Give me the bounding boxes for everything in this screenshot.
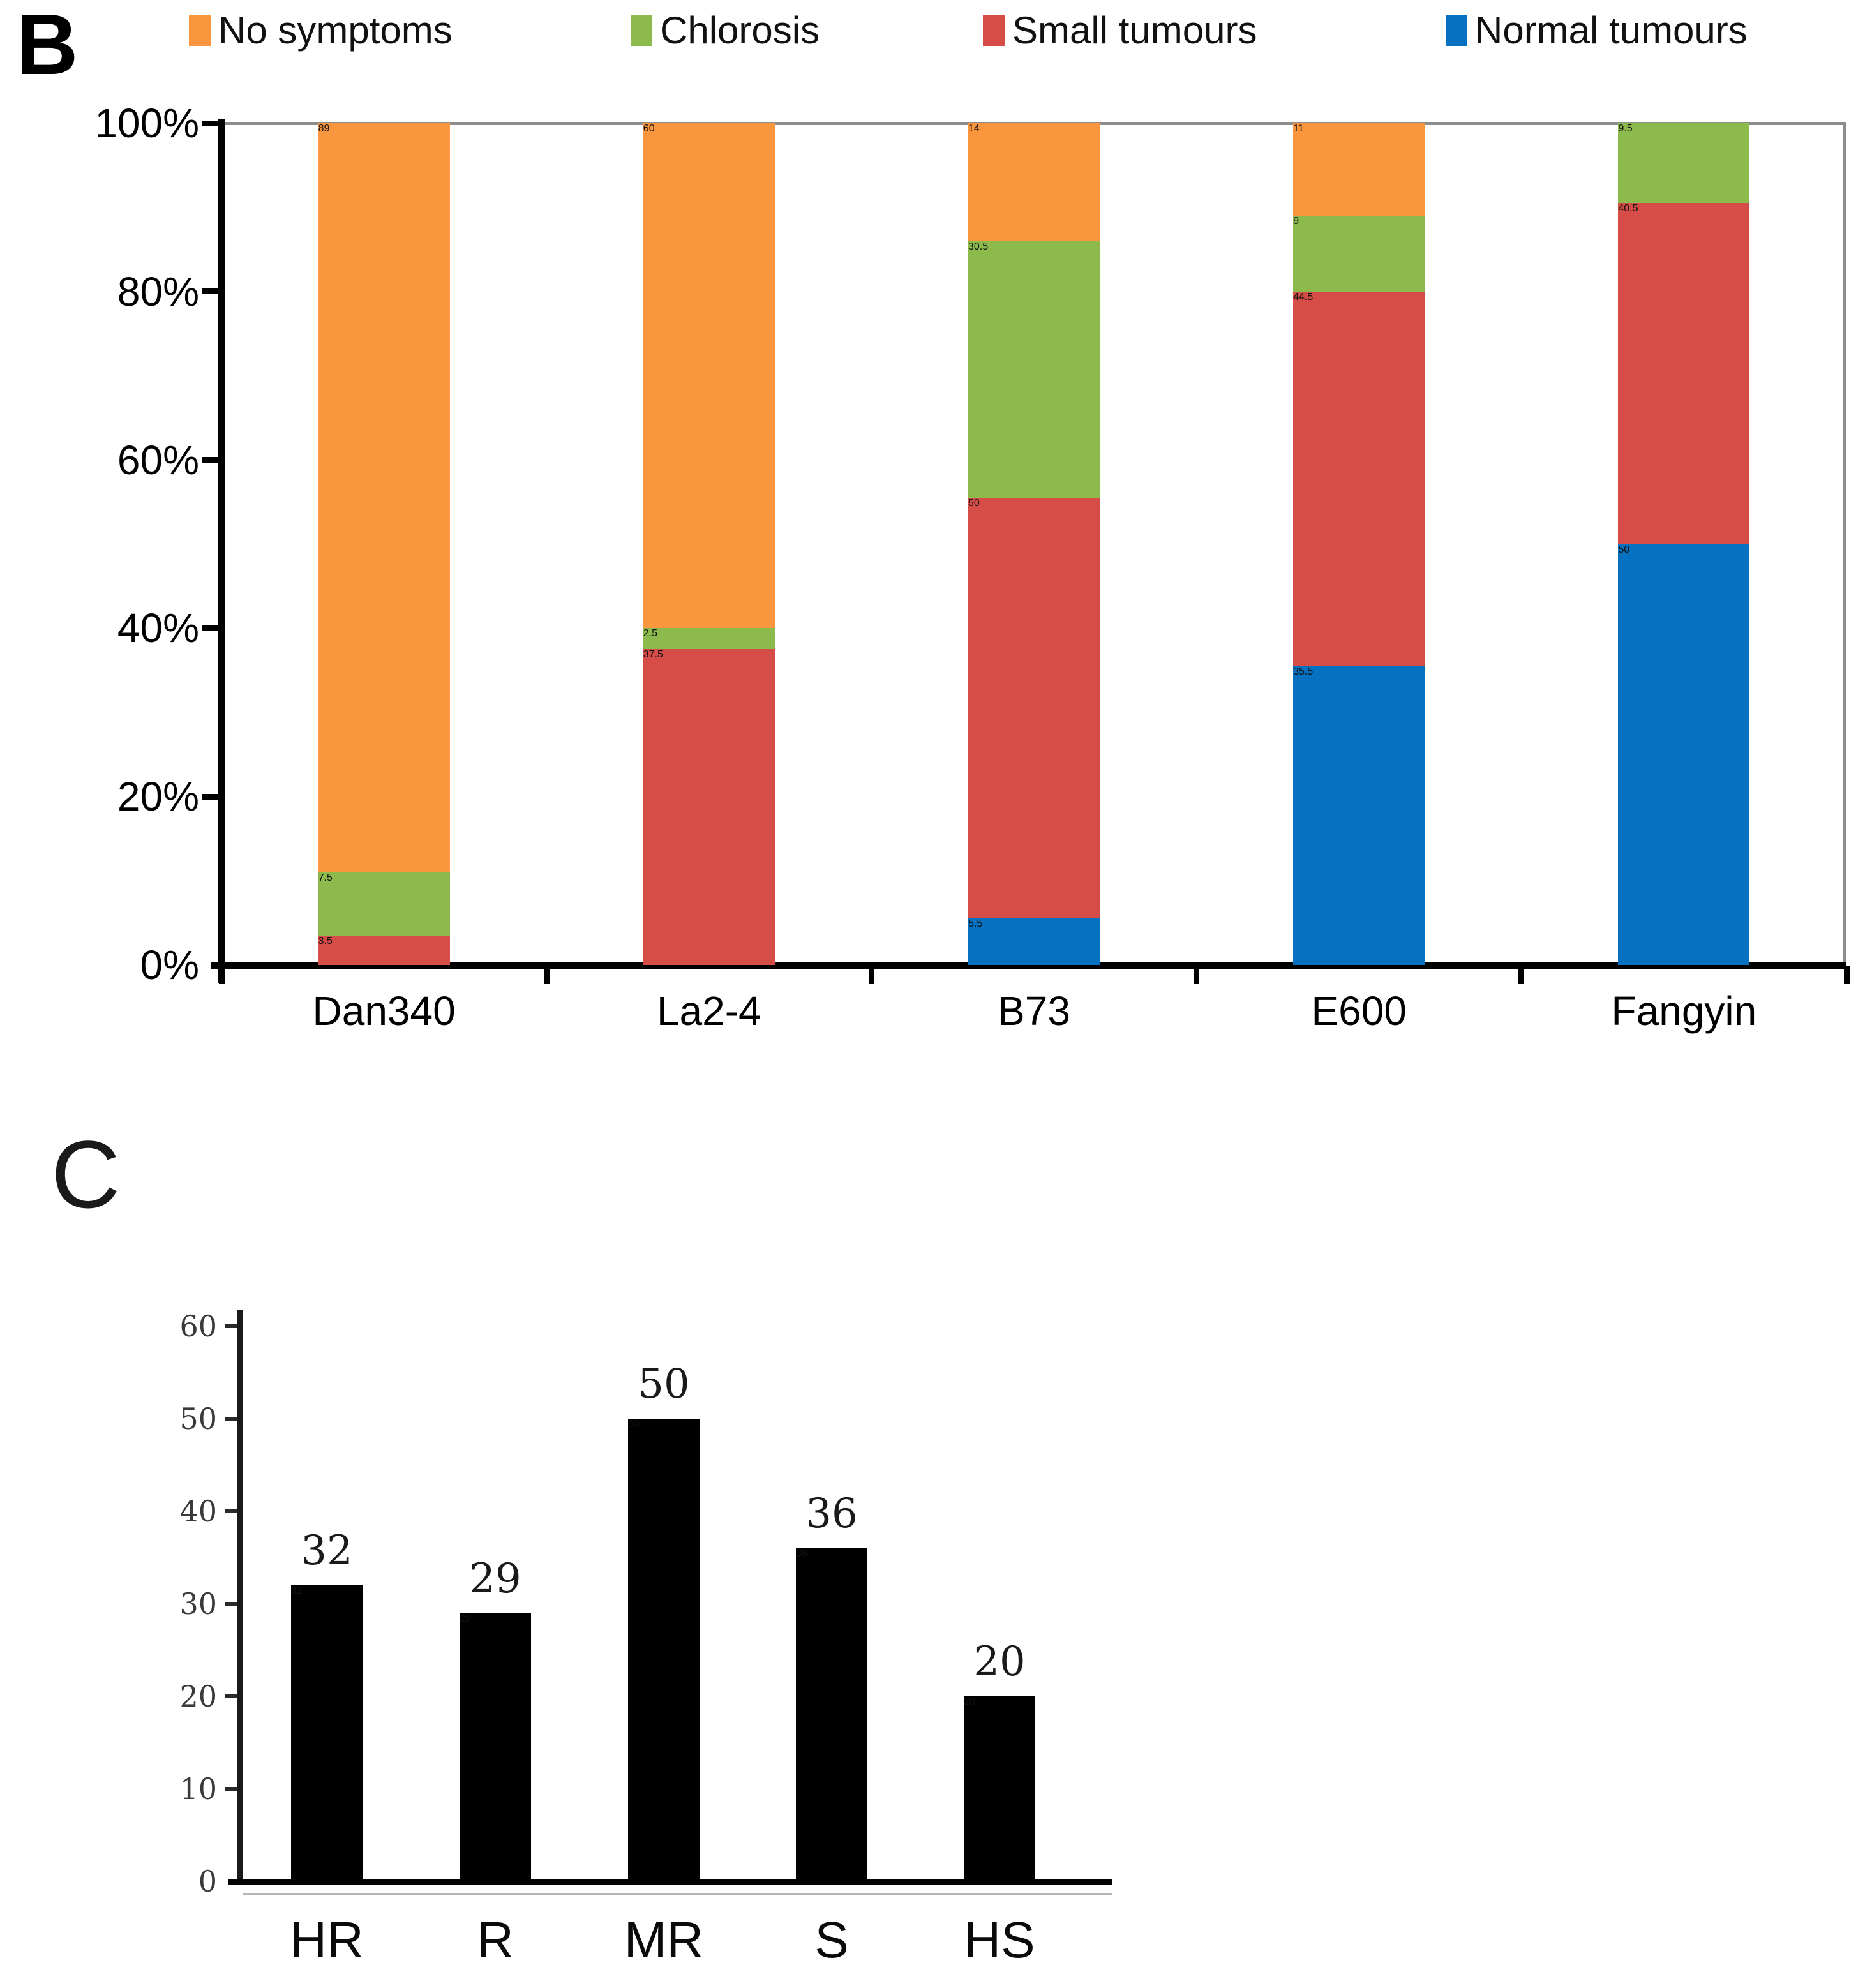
bar-segment-no-symptoms: 14	[968, 123, 1100, 241]
y-axis-tick-label: 20	[179, 1679, 217, 1714]
legend-item-label: Small tumours	[1012, 9, 1257, 52]
bar-value-label: 20	[973, 1638, 1026, 1685]
x-category-label: S	[814, 1911, 849, 1968]
x-axis-tick	[868, 966, 874, 984]
y-axis-tick	[202, 120, 218, 126]
x-axis-line	[228, 1879, 1112, 1885]
bar-segment-no-symptoms: 89	[318, 123, 450, 872]
bar-segment-normal-tumours: 35.5	[1293, 666, 1425, 965]
x-category-label: HS	[964, 1911, 1035, 1968]
bar-segment-normal-tumours: 5.5	[968, 918, 1100, 965]
bar-segment-chlorosis: 9.5	[1618, 123, 1750, 204]
bar-segment-no-symptoms: 11	[1293, 123, 1425, 216]
bar-value-label: 50	[638, 1361, 690, 1408]
bar: 29	[460, 1613, 531, 1881]
y-axis-tick-label: 100%	[94, 100, 199, 146]
x-category-label: La2-4	[656, 988, 761, 1034]
legend-swatch	[1446, 15, 1467, 46]
legend-item: No symptoms	[189, 9, 453, 52]
y-axis-tick	[202, 625, 218, 631]
x-axis-shadow-line	[243, 1893, 1112, 1895]
y-axis-tick-label: 0%	[140, 942, 200, 988]
y-axis-tick-label: 10	[179, 1772, 217, 1806]
x-axis-tick	[218, 966, 225, 984]
y-axis-tick-label: 80%	[117, 268, 199, 315]
bar-segment-no-symptoms: 60	[643, 123, 775, 629]
y-axis-tick	[202, 793, 218, 800]
x-axis-tick	[1194, 966, 1200, 984]
bar-segment-chlorosis: 30.5	[968, 241, 1100, 498]
x-category-label: Dan340	[312, 988, 456, 1034]
x-axis-line	[211, 962, 1846, 969]
bar: 32	[291, 1585, 363, 1881]
y-axis-tick	[225, 1602, 237, 1606]
y-axis-line	[218, 119, 225, 983]
bar-value-label: 36	[805, 1490, 858, 1537]
x-category-label: B73	[998, 988, 1070, 1034]
legend-item: Normal tumours	[1446, 9, 1748, 52]
y-axis-tick-label: 30	[179, 1587, 217, 1621]
legend-item-label: Chlorosis	[660, 9, 820, 52]
bar-segment-small-tumours: 37.5	[643, 649, 775, 965]
legend: No symptoms Chlorosis Small tumours Normal …	[0, 0, 1872, 70]
bar-value-label: 29	[469, 1555, 521, 1603]
bar: 20	[964, 1696, 1035, 1881]
x-category-label: E600	[1311, 988, 1407, 1034]
y-axis-tick-label: 60%	[117, 437, 199, 483]
bar-segment-small-tumours: 50	[968, 497, 1100, 919]
y-axis-tick	[225, 1417, 237, 1421]
y-axis-tick-label: 40	[179, 1494, 217, 1528]
legend-item: Small tumours	[983, 9, 1257, 52]
y-axis-tick-label: 60	[179, 1309, 217, 1343]
panel-c-label: C	[51, 1121, 121, 1228]
y-axis-tick-label: 50	[179, 1401, 217, 1436]
bar-segment-normal-tumours: 50	[1618, 544, 1750, 965]
y-axis-tick	[202, 288, 218, 295]
legend-swatch	[189, 15, 211, 46]
y-axis-tick-label: 40%	[117, 605, 199, 652]
y-axis-tick	[225, 1324, 237, 1328]
x-category-label: Fangyin	[1611, 988, 1757, 1034]
y-axis-tick-label: 20%	[117, 774, 199, 820]
bar-segment-chlorosis: 9	[1293, 216, 1425, 292]
bar-segment-small-tumours: 40.5	[1618, 203, 1750, 544]
y-axis-tick-label: 0	[198, 1864, 217, 1899]
legend-swatch	[983, 15, 1005, 46]
y-axis-line	[237, 1310, 243, 1884]
bar-segment-small-tumours: 44.5	[1293, 291, 1425, 666]
y-axis-tick	[225, 1787, 237, 1791]
bar-segment-small-tumours: 3.5	[318, 935, 450, 965]
bar-segment-chlorosis: 7.5	[318, 872, 450, 936]
bar-segment-chlorosis: 2.5	[643, 628, 775, 650]
legend-swatch	[631, 15, 652, 46]
bar-value-label: 32	[301, 1527, 353, 1574]
y-axis-tick	[202, 457, 218, 463]
x-category-label: HR	[290, 1911, 364, 1968]
x-category-label: MR	[624, 1911, 704, 1968]
x-category-label: R	[477, 1911, 514, 1968]
plot-right-border	[1843, 123, 1846, 965]
legend-item-label: No symptoms	[218, 9, 453, 52]
bar: 36	[796, 1548, 867, 1881]
y-axis-tick	[225, 1509, 237, 1513]
panel-b-label: B	[16, 0, 79, 93]
x-axis-tick	[1518, 966, 1525, 984]
y-axis-tick	[225, 1694, 237, 1698]
legend-item: Chlorosis	[631, 9, 820, 52]
x-axis-tick	[1843, 966, 1850, 984]
x-axis-tick	[543, 966, 550, 984]
bar: 50	[628, 1419, 700, 1881]
legend-item-label: Normal tumours	[1475, 9, 1748, 52]
